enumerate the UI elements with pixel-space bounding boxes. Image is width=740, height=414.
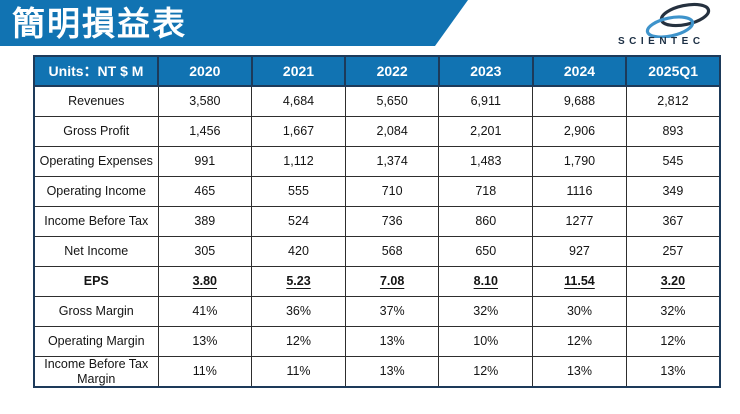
table-cell: 893 bbox=[625, 116, 721, 147]
table-row: Operating Income 465 555 710 718 1116 349 bbox=[33, 176, 721, 207]
table-cell: 1116 bbox=[532, 176, 627, 207]
table-cell: 389 bbox=[157, 206, 253, 237]
table-cell: 13% bbox=[625, 356, 721, 388]
table-cell: 1,456 bbox=[157, 116, 253, 147]
year-header: 2020 bbox=[157, 55, 253, 87]
table-cell: 41% bbox=[157, 296, 253, 327]
table-cell: 2,201 bbox=[438, 116, 534, 147]
table-cell: 2,812 bbox=[625, 85, 721, 117]
table-row: EPS 3.80 5.23 7.08 8.10 11.54 3.20 bbox=[33, 266, 721, 297]
company-logo: SCIENTEC bbox=[612, 2, 740, 47]
table-cell: 13% bbox=[344, 356, 440, 388]
table-cell: 11.54 bbox=[532, 266, 627, 297]
table-cell: 524 bbox=[251, 206, 346, 237]
table-row: Revenues 3,580 4,684 5,650 6,911 9,688 2,812 bbox=[33, 85, 721, 117]
table-cell: 650 bbox=[438, 236, 534, 267]
table-cell: 9,688 bbox=[532, 85, 627, 117]
table-row: Income Before Tax Margin 11% 11% 13% 12% 13% 1… bbox=[33, 356, 721, 388]
table-cell: 13% bbox=[532, 356, 627, 388]
table-cell: 465 bbox=[157, 176, 253, 207]
table-cell: 5,650 bbox=[344, 85, 440, 117]
table-cell: 991 bbox=[157, 146, 253, 177]
scientec-logo-icon bbox=[645, 2, 711, 38]
table-cell: 37% bbox=[344, 296, 440, 327]
table-cell: 5.23 bbox=[251, 266, 346, 297]
table-row: Operating Expenses 991 1,112 1,374 1,483 1,79… bbox=[33, 146, 721, 177]
title-banner: 簡明損益表 bbox=[0, 0, 468, 46]
table-cell: 710 bbox=[344, 176, 440, 207]
income-statement-table: Units：NT $ M 2020 2021 2022 2023 2024 20… bbox=[33, 55, 721, 388]
table-row: Income Before Tax 389 524 736 860 1277 367 bbox=[33, 206, 721, 237]
table-cell: 7.08 bbox=[344, 266, 440, 297]
table-cell: 2,084 bbox=[344, 116, 440, 147]
row-label: Operating Income bbox=[33, 176, 159, 207]
table-cell: 736 bbox=[344, 206, 440, 237]
table-cell: 860 bbox=[438, 206, 534, 237]
table-row: Gross Profit 1,456 1,667 2,084 2,201 2,906 893 bbox=[33, 116, 721, 147]
row-label: Income Before Tax Margin bbox=[33, 356, 159, 388]
table-cell: 420 bbox=[251, 236, 346, 267]
table-body: Revenues 3,580 4,684 5,650 6,911 9,688 2,812 Gr… bbox=[33, 85, 721, 388]
year-header: 2024 bbox=[531, 55, 628, 87]
table-cell: 349 bbox=[625, 176, 721, 207]
row-label: Operating Margin bbox=[33, 326, 159, 357]
table-cell: 367 bbox=[625, 206, 721, 237]
table-cell: 1,112 bbox=[251, 146, 346, 177]
table-cell: 305 bbox=[157, 236, 253, 267]
table-cell: 568 bbox=[344, 236, 440, 267]
year-header: 2021 bbox=[250, 55, 347, 87]
table-row: Gross Margin 41% 36% 37% 32% 30% 32% bbox=[33, 296, 721, 327]
table-cell: 1,483 bbox=[438, 146, 534, 177]
table-cell: 718 bbox=[438, 176, 534, 207]
table-cell: 1277 bbox=[532, 206, 627, 237]
row-label: Operating Expenses bbox=[33, 146, 159, 177]
table-cell: 8.10 bbox=[438, 266, 534, 297]
table-cell: 545 bbox=[625, 146, 721, 177]
row-label: Net Income bbox=[33, 236, 159, 267]
row-label: Revenues bbox=[33, 85, 159, 117]
table-cell: 555 bbox=[251, 176, 346, 207]
row-label: EPS bbox=[33, 266, 159, 297]
table-cell: 3.80 bbox=[157, 266, 253, 297]
table-header-row: Units：NT $ M 2020 2021 2022 2023 2024 20… bbox=[33, 55, 721, 87]
table-cell: 1,667 bbox=[251, 116, 346, 147]
table-cell: 13% bbox=[157, 326, 253, 357]
table-cell: 32% bbox=[625, 296, 721, 327]
table-cell: 36% bbox=[251, 296, 346, 327]
row-label: Gross Margin bbox=[33, 296, 159, 327]
table-cell: 12% bbox=[438, 356, 534, 388]
brand-name: SCIENTEC bbox=[618, 36, 705, 47]
table-cell: 257 bbox=[625, 236, 721, 267]
row-label: Gross Profit bbox=[33, 116, 159, 147]
table-row: Operating Margin 13% 12% 13% 10% 12% 12% bbox=[33, 326, 721, 357]
year-header: 2023 bbox=[437, 55, 534, 87]
table-cell: 927 bbox=[532, 236, 627, 267]
table-cell: 11% bbox=[251, 356, 346, 388]
quarter-header: 2025Q1 bbox=[625, 55, 721, 87]
units-header: Units：NT $ M bbox=[33, 55, 159, 87]
table-cell: 1,790 bbox=[532, 146, 627, 177]
table-cell: 12% bbox=[251, 326, 346, 357]
table-cell: 4,684 bbox=[251, 85, 346, 117]
table-cell: 12% bbox=[625, 326, 721, 357]
table-cell: 30% bbox=[532, 296, 627, 327]
year-header: 2022 bbox=[344, 55, 440, 87]
table-cell: 12% bbox=[532, 326, 627, 357]
table-cell: 1,374 bbox=[344, 146, 440, 177]
table-cell: 10% bbox=[438, 326, 534, 357]
table-cell: 32% bbox=[438, 296, 534, 327]
page-title: 簡明損益表 bbox=[12, 4, 187, 42]
table-row: Net Income 305 420 568 650 927 257 bbox=[33, 236, 721, 267]
table-cell: 3.20 bbox=[625, 266, 721, 297]
row-label: Income Before Tax bbox=[33, 206, 159, 237]
table-cell: 11% bbox=[157, 356, 253, 388]
table-cell: 2,906 bbox=[532, 116, 627, 147]
table-cell: 6,911 bbox=[438, 85, 534, 117]
table-cell: 3,580 bbox=[157, 85, 253, 117]
table-cell: 13% bbox=[344, 326, 440, 357]
